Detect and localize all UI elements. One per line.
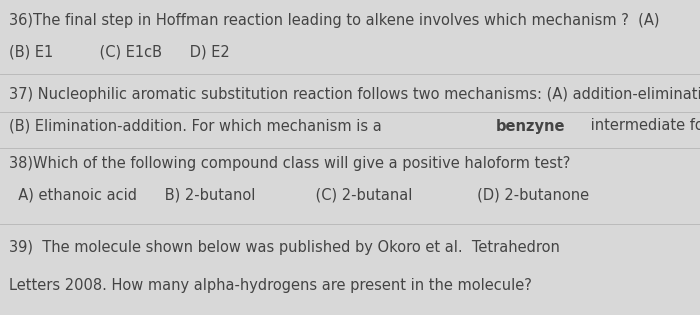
Text: 38)Which of the following compound class will give a positive haloform test?: 38)Which of the following compound class…	[9, 156, 570, 171]
Text: (B) Elimination-addition. For which mechanism is a: (B) Elimination-addition. For which mech…	[9, 118, 386, 134]
Text: 37) Nucleophilic aromatic substitution reaction follows two mechanisms: (A) addi: 37) Nucleophilic aromatic substitution r…	[9, 87, 700, 102]
Text: (B) E1          (C) E1cB      D) E2: (B) E1 (C) E1cB D) E2	[9, 44, 230, 60]
Text: 39)  The molecule shown below was published by Okoro et al.  Tetrahedron: 39) The molecule shown below was publish…	[9, 240, 560, 255]
Text: Letters 2008. How many alpha-hydrogens are present in the molecule?: Letters 2008. How many alpha-hydrogens a…	[9, 278, 532, 293]
Text: A) ethanoic acid      B) 2-butanol             (C) 2-butanal              (D) 2-: A) ethanoic acid B) 2-butanol (C) 2-buta…	[9, 188, 589, 203]
Text: intermediate formed?: intermediate formed?	[586, 118, 700, 134]
Text: 36)The final step in Hoffman reaction leading to alkene involves which mechanism: 36)The final step in Hoffman reaction le…	[9, 13, 659, 28]
Text: benzyne: benzyne	[496, 118, 566, 134]
